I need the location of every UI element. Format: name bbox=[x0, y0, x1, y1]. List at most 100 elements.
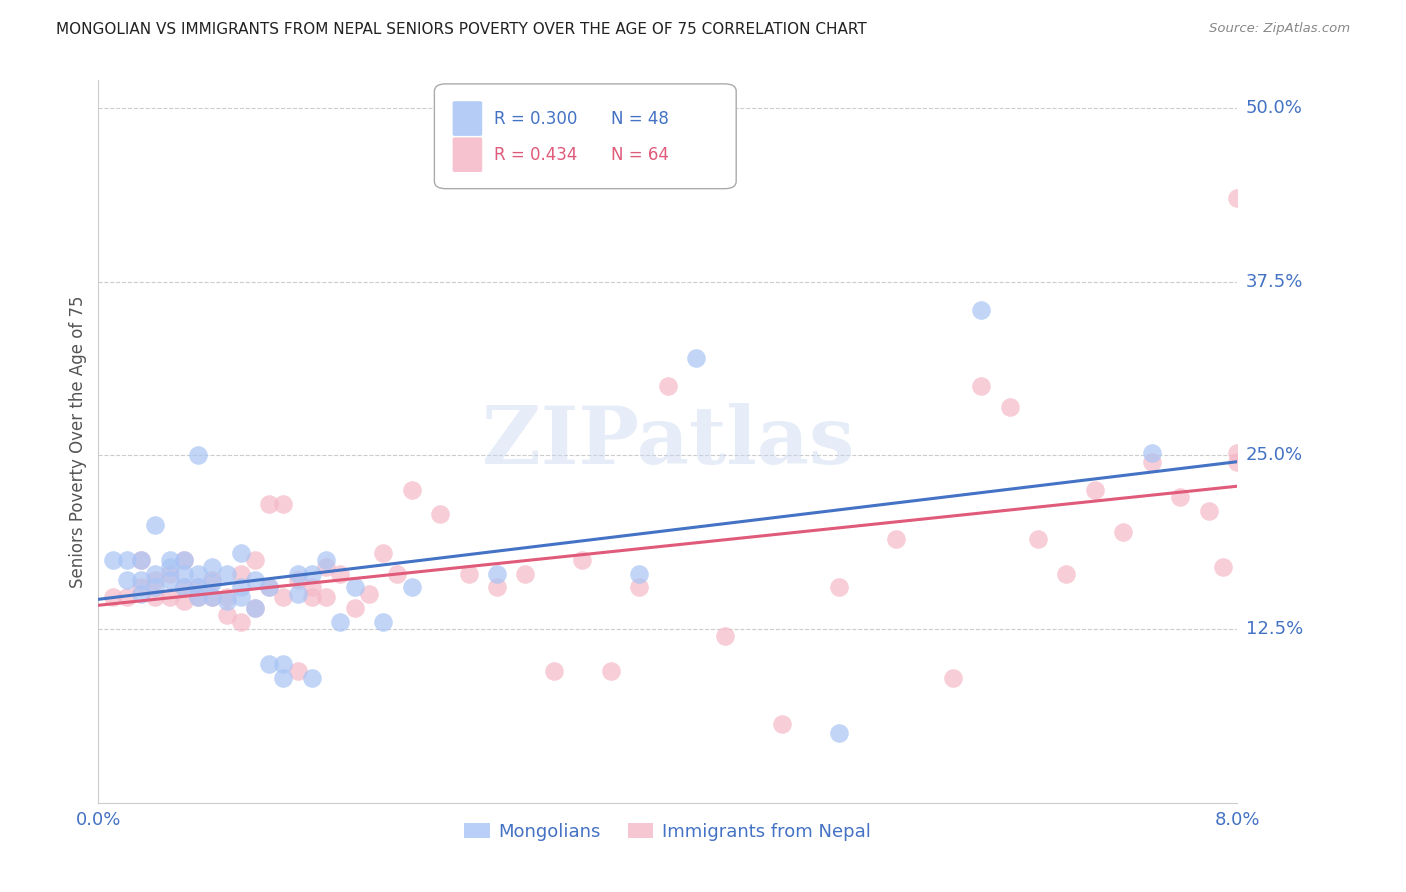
Point bbox=[159, 552, 181, 566]
Point bbox=[357, 587, 380, 601]
Point bbox=[115, 552, 138, 566]
Point bbox=[243, 552, 266, 566]
Point bbox=[229, 566, 252, 581]
Point bbox=[1170, 490, 1192, 504]
Point bbox=[201, 590, 224, 604]
Point bbox=[1112, 524, 1135, 539]
Point bbox=[600, 664, 623, 678]
Point bbox=[159, 566, 181, 581]
Point bbox=[401, 581, 423, 595]
Point bbox=[301, 590, 323, 604]
Point bbox=[770, 716, 793, 731]
Point bbox=[371, 615, 394, 630]
Point bbox=[1140, 455, 1163, 469]
Point bbox=[301, 566, 323, 581]
Point bbox=[243, 601, 266, 615]
Point bbox=[259, 581, 281, 595]
Point bbox=[215, 566, 238, 581]
Point bbox=[101, 590, 124, 604]
Point bbox=[229, 581, 252, 595]
Point bbox=[486, 566, 509, 581]
Point bbox=[315, 590, 337, 604]
Point bbox=[229, 615, 252, 630]
Text: Source: ZipAtlas.com: Source: ZipAtlas.com bbox=[1209, 22, 1350, 36]
Point bbox=[201, 574, 224, 588]
Point bbox=[287, 587, 309, 601]
Point bbox=[273, 590, 295, 604]
Point bbox=[187, 590, 209, 604]
Point bbox=[215, 590, 238, 604]
Point bbox=[173, 552, 195, 566]
Text: 50.0%: 50.0% bbox=[1246, 99, 1302, 117]
Point bbox=[287, 574, 309, 588]
FancyBboxPatch shape bbox=[434, 84, 737, 189]
Point bbox=[657, 379, 679, 393]
Point bbox=[884, 532, 907, 546]
Point bbox=[115, 574, 138, 588]
Point bbox=[259, 657, 281, 671]
Y-axis label: Seniors Poverty Over the Age of 75: Seniors Poverty Over the Age of 75 bbox=[69, 295, 87, 588]
Point bbox=[515, 566, 537, 581]
Point bbox=[429, 507, 451, 521]
Point bbox=[259, 497, 281, 511]
Point bbox=[129, 581, 152, 595]
Point bbox=[287, 566, 309, 581]
Point bbox=[145, 574, 167, 588]
Point bbox=[828, 581, 851, 595]
Point bbox=[315, 552, 337, 566]
Point bbox=[145, 590, 167, 604]
Point bbox=[301, 671, 323, 685]
Point bbox=[201, 559, 224, 574]
Point bbox=[714, 629, 737, 643]
Point bbox=[159, 559, 181, 574]
Point bbox=[243, 574, 266, 588]
Point bbox=[1056, 566, 1078, 581]
Point bbox=[685, 351, 707, 366]
Point bbox=[187, 566, 209, 581]
Point bbox=[543, 664, 565, 678]
Text: ZIPatlas: ZIPatlas bbox=[482, 402, 853, 481]
Point bbox=[201, 590, 224, 604]
Point bbox=[187, 449, 209, 463]
Point bbox=[315, 559, 337, 574]
Point bbox=[486, 581, 509, 595]
Point bbox=[329, 615, 352, 630]
Point bbox=[1226, 445, 1249, 459]
Text: R = 0.300: R = 0.300 bbox=[494, 110, 576, 128]
Point bbox=[1140, 445, 1163, 459]
Point bbox=[1226, 191, 1249, 205]
Point bbox=[101, 552, 124, 566]
Point bbox=[145, 581, 167, 595]
Point bbox=[998, 400, 1021, 414]
Point bbox=[942, 671, 965, 685]
Point bbox=[970, 379, 993, 393]
Point bbox=[187, 581, 209, 595]
Point bbox=[129, 587, 152, 601]
Point bbox=[828, 726, 851, 740]
Point bbox=[187, 581, 209, 595]
Point bbox=[343, 601, 366, 615]
FancyBboxPatch shape bbox=[453, 137, 482, 172]
Text: 12.5%: 12.5% bbox=[1246, 620, 1303, 638]
Point bbox=[628, 581, 651, 595]
Legend: Mongolians, Immigrants from Nepal: Mongolians, Immigrants from Nepal bbox=[457, 815, 879, 848]
Point bbox=[145, 517, 167, 532]
Point bbox=[145, 566, 167, 581]
Point bbox=[329, 566, 352, 581]
Point bbox=[273, 657, 295, 671]
Point bbox=[287, 664, 309, 678]
Point bbox=[273, 497, 295, 511]
Point bbox=[571, 552, 593, 566]
Point bbox=[273, 671, 295, 685]
Point bbox=[229, 590, 252, 604]
Point bbox=[129, 552, 152, 566]
Point bbox=[457, 566, 479, 581]
Point bbox=[970, 302, 993, 317]
Point bbox=[173, 566, 195, 581]
Point bbox=[1026, 532, 1049, 546]
Point bbox=[628, 566, 651, 581]
FancyBboxPatch shape bbox=[453, 101, 482, 136]
Text: N = 48: N = 48 bbox=[612, 110, 669, 128]
Point bbox=[115, 590, 138, 604]
Point bbox=[387, 566, 409, 581]
